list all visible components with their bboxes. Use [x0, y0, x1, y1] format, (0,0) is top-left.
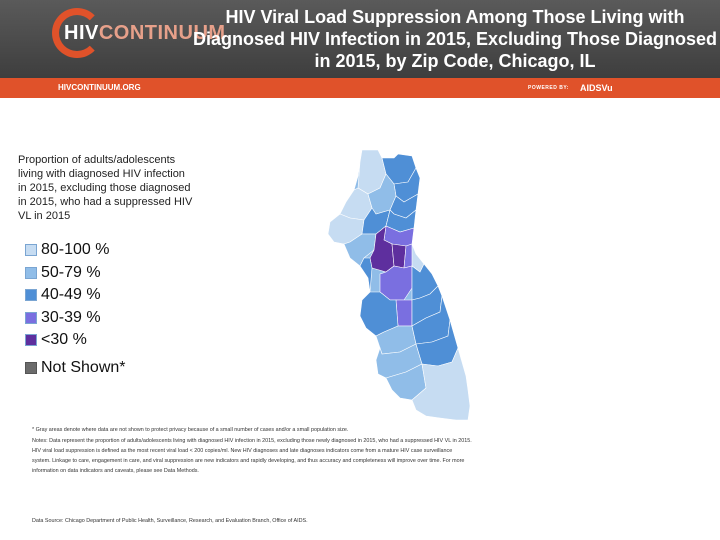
legend-item: <30 %: [25, 329, 110, 352]
legend-swatch: [25, 311, 37, 324]
aidsvu-logo[interactable]: AIDSVu: [580, 83, 613, 93]
zip-area: [391, 243, 407, 269]
orange-subbar: [0, 78, 720, 98]
legend-label: 80-100 %: [41, 241, 110, 259]
legend-item: 80-100 %: [25, 239, 110, 262]
logo-continuum: CONTINUUM: [98, 22, 226, 44]
legend-swatch: [25, 266, 37, 279]
legend-swatch: [25, 244, 37, 257]
legend-label: 50-79 %: [41, 263, 101, 281]
legend-item: 50-79 %: [25, 262, 110, 285]
legend-label-not-shown: Not Shown*: [41, 359, 126, 376]
logo-hiv: HIV: [64, 22, 99, 44]
legend-item: 30-39 %: [25, 307, 110, 330]
zip-area: [411, 347, 471, 421]
page-title: HIV Viral Load Suppression Among Those L…: [192, 7, 718, 71]
logo[interactable]: HIVCONTINUUM: [64, 22, 226, 45]
header-bar: HIVCONTINUUM HIV Viral Load Suppression …: [0, 0, 720, 78]
legend-label: 30-39 %: [41, 308, 101, 326]
notes-text: Notes: Data represent the proportion of …: [32, 438, 472, 474]
legend-not-shown: Not Shown*: [25, 359, 126, 377]
legend-label: 40-49 %: [41, 286, 101, 304]
legend-item: 40-49 %: [25, 284, 110, 307]
legend-title: Proportion of adults/adolescents living …: [18, 154, 193, 222]
logo-ring-icon: [52, 8, 102, 58]
legend-swatch: [25, 334, 37, 347]
legend: 80-100 % 50-79 % 40-49 % 30-39 % <30 %: [25, 239, 110, 352]
data-source-text: Data Source: Chicago Department of Publi…: [32, 518, 308, 524]
zip-area: [395, 299, 413, 327]
zip-area: [359, 257, 373, 293]
powered-by-label: POWERED BY:: [528, 85, 569, 91]
legend-swatch: [25, 289, 37, 302]
legend-label: <30 %: [41, 331, 87, 349]
footnote-text: * Gray areas denote where data are not s…: [32, 427, 349, 433]
legend-swatch-not-shown: [25, 362, 37, 374]
site-url-link[interactable]: HIVCONTINUUM.ORG: [58, 83, 141, 92]
chicago-zip-map: [327, 149, 471, 421]
